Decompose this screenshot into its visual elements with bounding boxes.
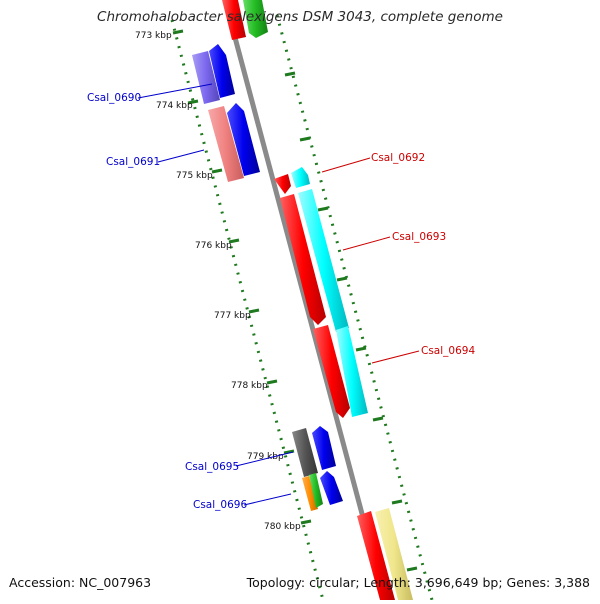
leader-csal-0693	[342, 236, 391, 251]
gene-csal-0693-red[interactable]	[280, 194, 326, 325]
gene-csal-0694-red[interactable]	[313, 325, 350, 418]
genome-summary-text: Topology: circular; Length: 3,696,649 bp…	[246, 575, 590, 590]
gene-csal-0692-cyan[interactable]	[291, 167, 310, 188]
gene-label-csal-0693[interactable]: Csal_0693	[392, 231, 446, 243]
leader-csal-0694	[371, 350, 420, 364]
gene-label-csal-0690[interactable]: Csal_0690	[87, 92, 141, 104]
gene-csal-0696-blue[interactable]	[320, 471, 343, 505]
major-ticks	[172, 29, 418, 572]
leader-csal-0691	[157, 149, 205, 163]
gene-csal-0691-forward[interactable]	[227, 103, 260, 176]
scale-label-774: 774 kbp	[156, 101, 193, 111]
scale-label-780: 780 kbp	[264, 522, 301, 532]
leader-csal-0695	[235, 451, 294, 467]
scale-label-779: 779 kbp	[247, 452, 284, 462]
scale-label-778: 778 kbp	[231, 381, 268, 391]
genome-backbone	[222, 0, 388, 601]
outer-tick-track-left	[170, 19, 325, 601]
gene-csal-0690-forward[interactable]	[209, 44, 235, 98]
leader-csal-0692	[321, 157, 371, 173]
inner-tick-track-right	[275, 14, 434, 601]
gene-top-green[interactable]	[243, 0, 268, 38]
genome-title: Chromohalobacter salexigens DSM 3043, co…	[97, 9, 503, 25]
gene-label-csal-0694[interactable]: Csal_0694	[421, 345, 475, 357]
scale-label-777: 777 kbp	[214, 311, 251, 321]
gene-csal-0695-gray[interactable]	[292, 428, 318, 477]
leader-csal-0690	[137, 83, 213, 99]
gene-label-csal-0695[interactable]: Csal_0695	[185, 461, 239, 473]
gene-label-csal-0696[interactable]: Csal_0696	[193, 499, 247, 511]
gene-bottom-red[interactable]	[357, 511, 395, 600]
gene-label-csal-0691[interactable]: Csal_0691	[106, 156, 160, 168]
gene-csal-0693-cyan[interactable]	[298, 189, 349, 332]
scale-label-776: 776 kbp	[195, 241, 232, 251]
gene-csal-0690-reverse[interactable]	[192, 51, 220, 104]
gene-csal-0696-orange[interactable]	[302, 476, 318, 511]
gene-top-red[interactable]	[222, 0, 246, 40]
gene-csal-0694-cyan[interactable]	[336, 326, 368, 417]
leader-csal-0696	[243, 493, 292, 506]
scale-label-773: 773 kbp	[135, 31, 172, 41]
gene-csal-0691-reverse[interactable]	[208, 106, 244, 182]
gene-csal-0696-green[interactable]	[309, 473, 323, 508]
accession-text: Accession: NC_007963	[9, 575, 152, 590]
gene-csal-0695-blue[interactable]	[312, 426, 336, 470]
gene-csal-0692-red[interactable]	[274, 174, 291, 194]
scale-label-775: 775 kbp	[176, 171, 213, 181]
gene-label-csal-0692[interactable]: Csal_0692	[371, 152, 425, 164]
gene-bottom-yellow[interactable]	[375, 508, 413, 600]
